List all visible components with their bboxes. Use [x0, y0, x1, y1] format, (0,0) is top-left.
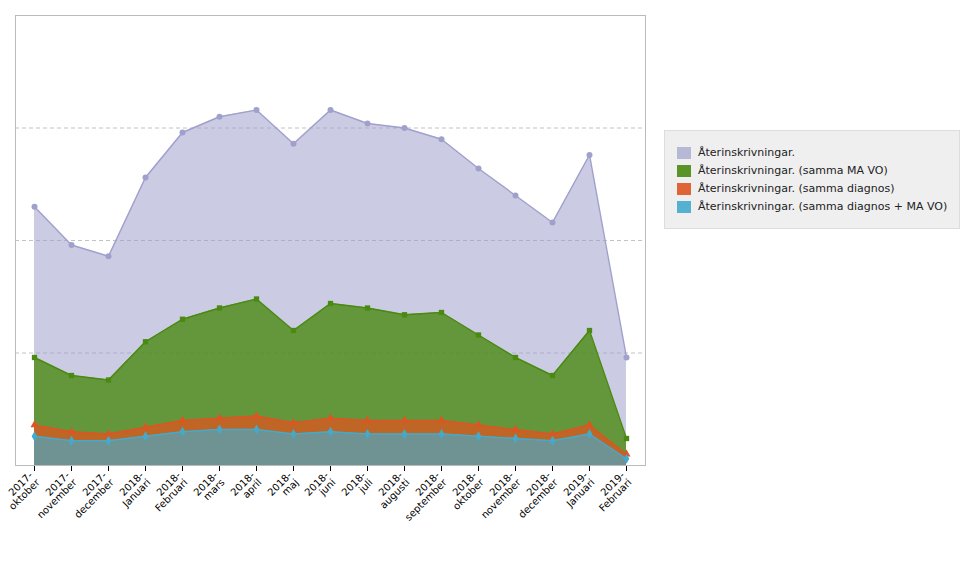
svg-text:2018-juni: 2018-juni	[302, 469, 338, 505]
svg-text:2018-oktober: 2018-oktober	[444, 469, 487, 512]
svg-text:2018-augusti: 2018-augusti	[371, 469, 412, 510]
svg-text:2018-april: 2018-april	[228, 469, 264, 505]
svg-text:2017-december: 2017-december	[65, 469, 116, 520]
svg-text:2019-Januari: 2019-Januari	[557, 469, 597, 509]
svg-text:2018-mars: 2018-mars	[191, 469, 227, 505]
svg-text:2018-september: 2018-september	[396, 469, 450, 523]
svg-text:2019-Februari: 2019-Februari	[590, 469, 634, 513]
svg-text:2018-Januari: 2018-Januari	[113, 469, 153, 509]
svg-text:2018-juli: 2018-juli	[339, 469, 375, 505]
svg-text:2017-oktober: 2017-oktober	[0, 469, 42, 512]
svg-text:2018-maj: 2018-maj	[265, 469, 301, 505]
svg-text:2018-Februari: 2018-Februari	[146, 469, 190, 513]
svg-text:2018-december: 2018-december	[509, 469, 560, 520]
